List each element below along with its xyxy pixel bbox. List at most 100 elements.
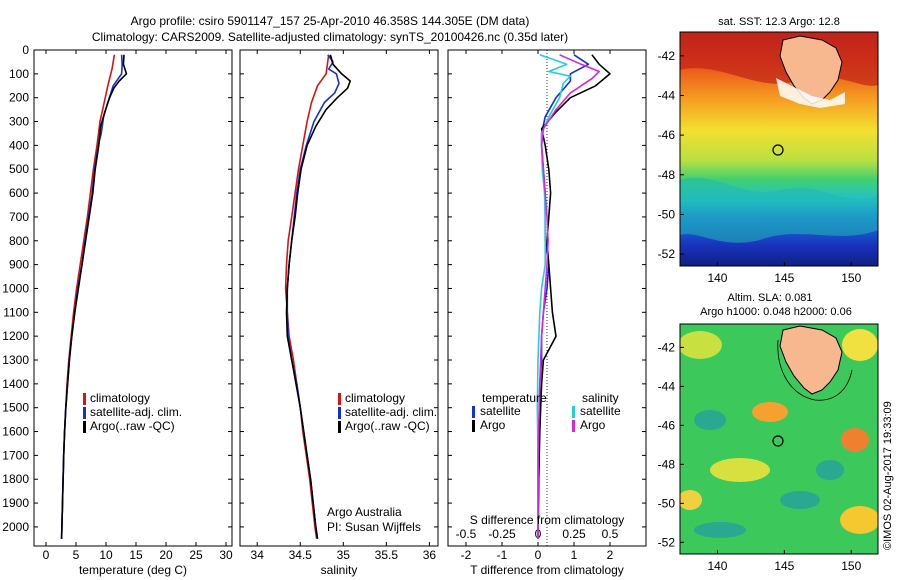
sst-map	[680, 32, 878, 266]
legend-swatch-temperature-satellite	[472, 406, 475, 418]
legend-swatch-temperature-argo	[472, 420, 475, 432]
x-tick-label: 34.5	[289, 548, 313, 562]
x-tick-label: 35.5	[375, 548, 399, 562]
sla-contour	[777, 339, 853, 401]
sla-anomaly	[841, 428, 869, 452]
legend-label-argo: Argo(..raw -QC)	[90, 419, 175, 433]
x-tick-label: 15	[129, 548, 143, 562]
difference-xlabel: T difference from climatology	[470, 563, 624, 577]
legend-swatch-satellite	[338, 407, 341, 419]
difference-legend: temperature salinity satellite Argo sate…	[472, 391, 621, 432]
lon-tick-label: 145	[774, 559, 794, 573]
sst-cloud-mask	[776, 78, 845, 108]
lat-tick-label: -52	[658, 535, 676, 549]
sla-anomaly	[710, 458, 770, 482]
legend-label-salinity-satellite: satellite	[580, 404, 621, 418]
depth-tick-label: 600	[9, 186, 29, 200]
depth-tick-label: 400	[9, 138, 29, 152]
lat-tick-label: -52	[658, 247, 676, 261]
profile-series	[60, 54, 611, 539]
depth-tick-label: 900	[9, 258, 29, 272]
x-tick-label: 0	[535, 548, 542, 562]
lon-tick-label: 140	[707, 559, 727, 573]
sla-anomaly	[840, 506, 878, 534]
temperature-panel	[33, 49, 233, 547]
sla-map	[680, 324, 878, 554]
x-tick-label: 1	[571, 548, 578, 562]
float-marker	[772, 435, 784, 447]
lon-tick-label: 145	[774, 271, 794, 285]
x-tick-label: 0.5	[602, 527, 619, 541]
legend-title-salinity: salinity	[582, 391, 619, 405]
tasmania-land	[779, 325, 843, 395]
temperature-x-axis: 0 5 10 15 20 25 30	[43, 50, 233, 562]
depth-tick-label: 700	[9, 210, 29, 224]
sst-longitude-axis: 140 145 150	[707, 262, 862, 285]
depth-tick-label: 100	[9, 67, 29, 81]
sla-latitude-axis: -42 -44 -46 -48 -50 -52	[658, 340, 684, 549]
timestamp-stamp: ©IMOS 02-Aug-2017 19:33:09	[882, 401, 894, 550]
legend-label-argo: Argo(..raw -QC)	[345, 419, 430, 433]
lon-tick-label: 140	[707, 271, 727, 285]
depth-tick-label: 1900	[2, 496, 29, 510]
x-tick-label: 36	[423, 548, 437, 562]
lat-tick-label: -50	[658, 496, 676, 510]
legend-swatch-climatology	[338, 393, 341, 405]
legend-title-temperature: temperature	[482, 391, 547, 405]
sla-anomaly	[752, 402, 788, 422]
depth-tick-label: 0	[22, 43, 29, 57]
sla-map-title-2: Argo h1000: 0.048 h2000: 0.06	[700, 306, 852, 318]
credit-line-2: PI: Susan Wijffels	[327, 520, 421, 534]
salinity-xlabel: salinity	[321, 563, 358, 577]
x-tick-label: 34	[251, 548, 265, 562]
lat-tick-label: -42	[658, 340, 676, 354]
legend-label-satellite: satellite-adj. clim.	[345, 405, 437, 419]
depth-tick-label: 200	[9, 91, 29, 105]
sla-anomaly	[694, 522, 746, 538]
depth-tick-label: 500	[9, 162, 29, 176]
salinity-panel	[239, 49, 439, 547]
legend-swatch-argo	[338, 421, 341, 433]
temperature-xlabel: temperature (deg C)	[79, 563, 187, 577]
x-tick-label: -0.25	[488, 527, 516, 541]
depth-tick-label: 1600	[2, 425, 29, 439]
lat-tick-label: -48	[658, 168, 676, 182]
depth-tick-label: 2000	[2, 520, 29, 534]
lat-tick-label: -50	[658, 207, 676, 221]
sla-longitude-axis: 140 145 150	[707, 550, 862, 573]
legend-swatch-satellite	[83, 407, 86, 419]
x-tick-label: 25	[189, 548, 203, 562]
legend-label-satellite: satellite-adj. clim.	[90, 405, 182, 419]
legend-swatch-argo	[83, 421, 86, 433]
lat-tick-label: -42	[658, 49, 676, 63]
sla-anomaly	[680, 490, 702, 510]
series-line-temperature-argo-raw-qc-	[60, 54, 128, 539]
difference-panel	[447, 49, 647, 547]
legend-label-salinity-argo: Argo	[580, 418, 606, 432]
difference-top-label: S difference from climatology	[470, 513, 625, 527]
lat-tick-label: -46	[658, 128, 676, 142]
lat-tick-label: -48	[658, 457, 676, 471]
x-tick-label: 20	[159, 548, 173, 562]
depth-tick-label: 1200	[2, 329, 29, 343]
depth-tick-label: 1300	[2, 353, 29, 367]
legend-swatch-salinity-satellite	[572, 406, 575, 418]
depth-axis: 0 100 200 300 400 500 600 700 800 900 1000 1100 1200…	[2, 43, 646, 534]
x-tick-label: 0.25	[562, 527, 586, 541]
x-tick-label: 30	[219, 548, 233, 562]
depth-tick-label: 1400	[2, 377, 29, 391]
legend-swatch-salinity-argo	[572, 420, 575, 432]
series-line-difference-salinity-argo	[537, 54, 601, 539]
sst-front	[680, 177, 878, 243]
float-marker	[772, 144, 784, 156]
x-tick-label: -2	[461, 548, 472, 562]
legend-swatch-climatology	[83, 393, 86, 405]
legend-label-temperature-argo: Argo	[480, 418, 506, 432]
legend-label-climatology: climatology	[345, 391, 405, 405]
x-tick-label: 10	[99, 548, 113, 562]
depth-tick-label: 1700	[2, 448, 29, 462]
depth-tick-label: 1800	[2, 472, 29, 486]
sla-anomaly	[680, 331, 722, 359]
legend-label-climatology: climatology	[90, 391, 150, 405]
